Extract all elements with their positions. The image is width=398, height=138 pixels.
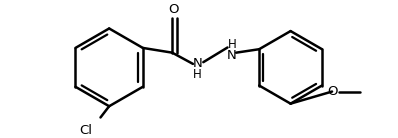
Text: O: O bbox=[327, 85, 338, 98]
Text: Cl: Cl bbox=[79, 124, 92, 136]
Text: N: N bbox=[227, 49, 237, 62]
Text: O: O bbox=[169, 2, 179, 15]
Text: N: N bbox=[192, 57, 202, 70]
Text: H: H bbox=[228, 38, 236, 51]
Text: H: H bbox=[193, 68, 202, 81]
